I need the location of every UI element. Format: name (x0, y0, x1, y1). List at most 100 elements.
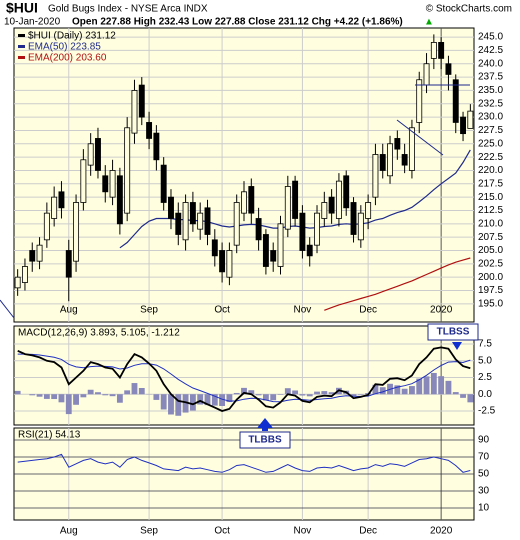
y-tick-label: 215.0 (478, 192, 503, 203)
x-tick-label: Sep (140, 526, 158, 537)
histogram-bar (416, 378, 423, 395)
candle-body (335, 180, 342, 219)
candle-body (124, 127, 131, 214)
signal-line (17, 353, 471, 403)
candle-body (401, 154, 408, 166)
candle-body (204, 207, 211, 235)
candle-body (58, 191, 65, 209)
candle-body (175, 212, 182, 235)
y-tick-label: 5.0 (478, 355, 492, 366)
candle-body (445, 63, 452, 75)
x-tick-label: Nov (294, 305, 312, 316)
histogram-bar (36, 394, 43, 397)
histogram-bar (401, 388, 408, 395)
candle-body (314, 212, 320, 246)
y-tick-label: 0.0 (478, 389, 492, 400)
macd-panel (13, 325, 475, 426)
x-tick-label: Oct (214, 526, 230, 537)
panel-legend: RSI(21) 54.13 (18, 430, 81, 441)
histogram-bar (131, 383, 138, 395)
copyright: © StockCharts.com (426, 4, 512, 15)
histogram-bar (299, 394, 306, 396)
candle-body (36, 244, 43, 262)
histogram-bar (233, 392, 240, 395)
candle-body (438, 42, 445, 59)
histogram-bar (306, 394, 313, 397)
y-tick-label: 212.5 (478, 205, 503, 216)
candle-body (357, 212, 364, 241)
histogram-bar (262, 394, 269, 401)
x-tick-label: 2020 (430, 305, 453, 316)
candle-body (394, 138, 401, 150)
index-name: Gold Bugs Index - NYSE Arca INDX (48, 4, 208, 15)
quote: Open 227.88 High 232.43 Low 227.88 Close… (72, 17, 403, 28)
candle-body (189, 202, 196, 225)
y-tick-label: 227.5 (478, 125, 503, 136)
candle-body (102, 175, 109, 193)
up-arrow: ▲ (424, 17, 434, 28)
y-tick-label: 225.0 (478, 138, 503, 149)
y-tick-label: 237.5 (478, 72, 503, 83)
histogram-bar (109, 394, 116, 397)
y-tick-label: 240.0 (478, 58, 503, 69)
y-tick-label: 90 (478, 435, 490, 446)
histogram-bar (102, 394, 109, 396)
candle-body (95, 138, 101, 171)
y-tick-label: 235.0 (478, 85, 503, 96)
histogram-bar (226, 394, 233, 403)
histogram-bar (168, 394, 174, 415)
annotation-box (239, 431, 291, 449)
histogram-bar (58, 394, 65, 403)
y-tick-label: 7.5 (478, 339, 492, 350)
histogram-bar (189, 394, 196, 411)
candle-body (262, 234, 269, 267)
annotation: TLBSS (437, 327, 470, 338)
y-tick-label: 30 (478, 486, 490, 497)
candle-body (160, 164, 167, 203)
candle-body (131, 90, 138, 134)
candle-body (226, 250, 233, 278)
legend-label: EMA(50) 223.85 (28, 42, 101, 53)
macd-line (17, 346, 471, 412)
annotation-arrow (257, 418, 273, 431)
histogram-bar (357, 394, 364, 395)
candle-body (248, 186, 255, 214)
annotation-box (427, 323, 479, 341)
rsi-line (17, 453, 471, 473)
candle-body (241, 191, 247, 214)
histogram-bar (95, 392, 101, 395)
candle-body (255, 218, 262, 241)
x-tick-label: Sep (140, 305, 158, 316)
candle-body (146, 122, 153, 139)
histogram-bar (29, 394, 36, 396)
histogram-bar (452, 392, 459, 395)
histogram-bar (328, 392, 335, 395)
panel-legend: MACD(12,26,9) 3.893, 5.105, -1.212 (18, 328, 180, 339)
candle-body (430, 42, 437, 59)
histogram-bar (379, 387, 386, 395)
candle-body (197, 212, 204, 230)
candle-body (328, 196, 335, 214)
histogram-bar (65, 394, 72, 415)
histogram-bar (80, 394, 87, 398)
histogram-bar (204, 394, 211, 406)
histogram-bar (87, 389, 94, 395)
candle-body (372, 154, 379, 198)
candle-body (14, 276, 21, 289)
candle-body (387, 143, 393, 177)
candle-body (343, 175, 350, 209)
histogram-bar (255, 394, 262, 396)
symbol: $HUI (6, 0, 38, 16)
y-tick-label: 202.5 (478, 258, 503, 269)
candle-body (284, 186, 291, 230)
histogram-bar (51, 394, 58, 400)
histogram-bar (182, 394, 189, 413)
histogram-bar (138, 388, 145, 395)
legend-swatch (18, 56, 25, 59)
candle-body (233, 202, 240, 246)
histogram-bar (270, 394, 277, 401)
histogram-bar (445, 380, 452, 395)
candle-body (277, 223, 284, 267)
legend-label: $HUI (Daily) 231.12 (28, 31, 116, 42)
histogram-bar (350, 394, 357, 397)
